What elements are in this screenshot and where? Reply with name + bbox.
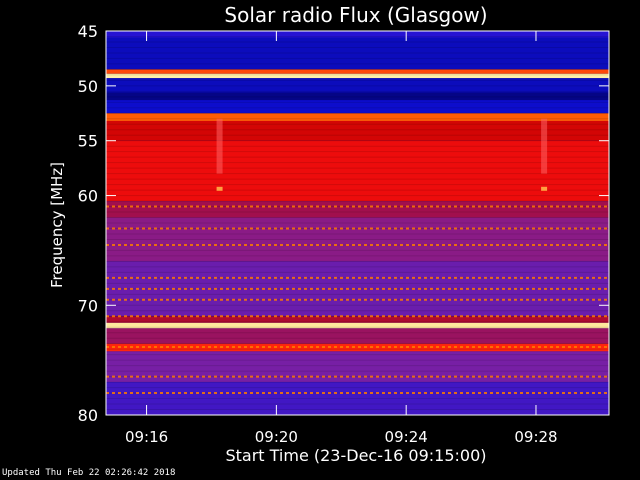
intensity-band [106, 382, 609, 415]
y-axis-label: Frequency [MHz] [48, 162, 66, 288]
updated-timestamp: Updated Thu Feb 22 02:26:42 2018 [2, 468, 176, 478]
intensity-band [106, 261, 609, 317]
x-tick-label: 09:28 [514, 428, 557, 446]
x-axis-label: Start Time (23-Dec-16 09:15:00) [225, 446, 486, 465]
burst-mark [541, 186, 548, 191]
y-axis: 45 50 55 60 70 80 [78, 22, 609, 425]
y-tick-label: 45 [78, 22, 98, 41]
intensity-band [106, 120, 609, 141]
plot-frame [105, 30, 610, 416]
intensity-band [106, 140, 609, 202]
intensity-band [106, 113, 609, 121]
intensity-band [106, 328, 609, 344]
intensity-band [106, 217, 609, 262]
x-tick-label: 09:20 [255, 428, 298, 446]
y-tick-label: 50 [78, 77, 98, 96]
intensity-band [106, 69, 609, 74]
x-axis: 09:16 09:20 09:24 09:28 [125, 31, 558, 446]
y-tick-label: 55 [78, 132, 98, 151]
intensity-band [106, 351, 609, 383]
chart-title: Solar radio Flux (Glasgow) [224, 3, 487, 27]
burst-mark [541, 118, 548, 174]
y-tick-label: 80 [78, 406, 98, 425]
intensity-band [106, 78, 609, 93]
intensity-band [106, 92, 609, 101]
plot-area [106, 30, 609, 415]
y-tick-label: 60 [78, 187, 98, 206]
intensity-band [106, 37, 609, 70]
intensity-band [106, 73, 609, 79]
burst-mark [216, 186, 223, 191]
y-tick-label: 70 [78, 296, 98, 315]
intensity-band [106, 100, 609, 114]
intensity-band [106, 316, 609, 323]
x-tick-label: 09:24 [385, 428, 428, 446]
intensity-band [106, 201, 609, 218]
intensity-band [106, 31, 609, 38]
intensity-band [106, 322, 609, 329]
x-tick-label: 09:16 [125, 428, 168, 446]
intensity-band [106, 343, 609, 352]
burst-mark [216, 118, 223, 174]
